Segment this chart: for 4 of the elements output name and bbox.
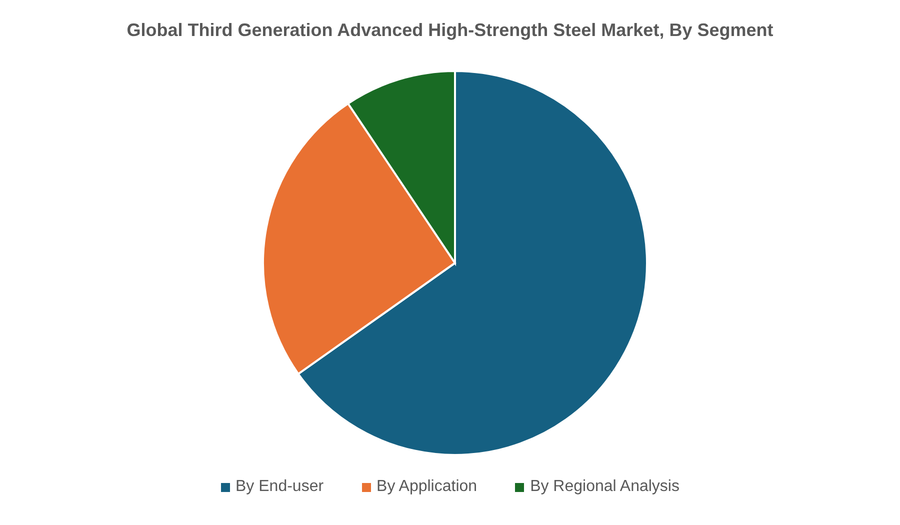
legend-label: By Regional Analysis — [530, 478, 680, 496]
chart-title: Global Third Generation Advanced High-Strength Steel Market, By Segment — [126, 19, 774, 42]
legend-label: By Application — [376, 478, 478, 496]
legend-label: By End-user — [236, 478, 324, 496]
